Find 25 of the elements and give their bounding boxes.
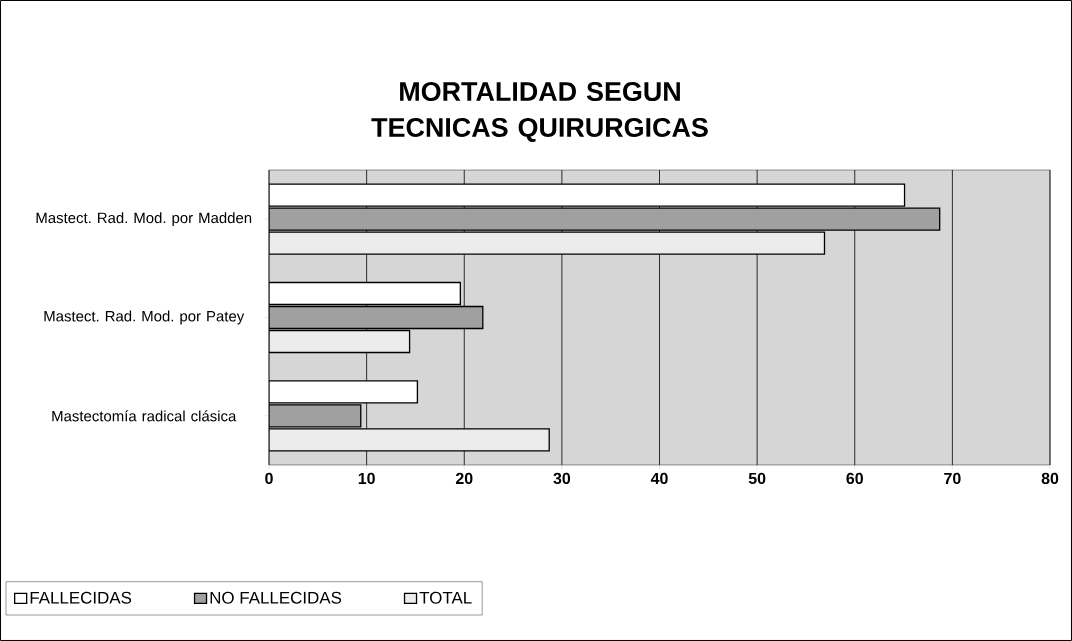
bar [269,404,362,428]
x-tick-label: 10 [358,472,375,485]
x-tick-label: 70 [944,472,961,485]
legend-label: TOTAL [419,591,472,604]
x-tick-label: 80 [1041,472,1059,485]
x-tick-label: 30 [553,472,571,485]
x-tick-label: 50 [748,472,766,485]
x-tick-label: 0 [265,472,273,485]
bar [269,207,941,231]
bar [269,329,411,354]
bar [269,428,550,452]
legend-label: NO FALLECIDAS [210,591,342,604]
x-tick-label: 20 [455,472,473,485]
bar [269,380,419,404]
bar [269,231,826,255]
chart-title: MORTALIDAD SEGUN TECNICAS QUIRURGICAS [371,82,708,142]
y-tick-label: Mastect. Rad. Mod. por Madden [36,212,252,227]
bar [269,305,484,330]
bar [269,183,906,207]
x-tick-label: 60 [846,472,863,485]
y-tick-label: Mastectomía radical clásica [52,410,237,422]
legend-label: FALLECIDAS [30,591,132,604]
bar [269,281,461,306]
x-tick-label: 40 [650,472,668,485]
y-tick-label: Mastect. Rad. Mod. por Patey [44,310,245,325]
